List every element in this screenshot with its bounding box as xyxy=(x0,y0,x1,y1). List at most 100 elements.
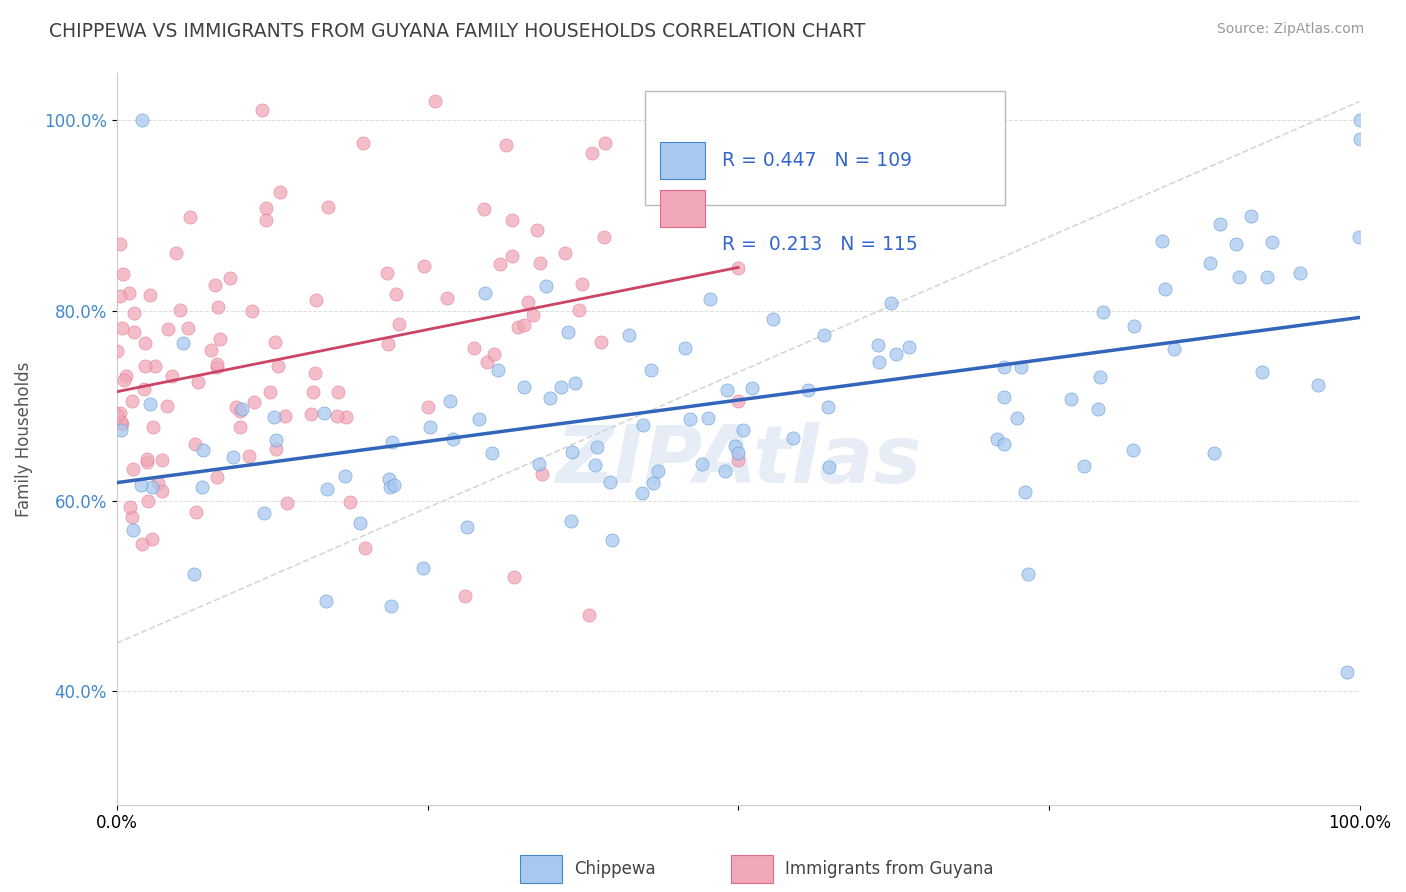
Point xyxy=(111,321,134,335)
Point xyxy=(208,332,231,346)
Point xyxy=(513,318,536,332)
Point xyxy=(678,411,700,425)
Point xyxy=(110,415,132,429)
Point xyxy=(264,442,287,456)
Point xyxy=(530,467,553,481)
Point xyxy=(495,138,517,153)
Bar xyxy=(659,143,704,179)
Point xyxy=(529,457,551,471)
Point xyxy=(134,359,156,374)
Point xyxy=(240,303,263,318)
Point xyxy=(741,381,763,395)
Point xyxy=(335,410,357,425)
Point xyxy=(647,464,669,478)
Point xyxy=(200,343,222,358)
Point xyxy=(254,213,277,227)
Point xyxy=(1208,217,1230,231)
Point xyxy=(326,409,349,424)
Point xyxy=(141,532,163,546)
Point xyxy=(165,246,187,260)
Point xyxy=(456,520,478,534)
Text: Chippewa: Chippewa xyxy=(574,860,655,878)
Point xyxy=(463,341,485,355)
Point xyxy=(631,417,654,432)
Point xyxy=(557,325,579,339)
Point xyxy=(1010,359,1032,374)
Point xyxy=(508,319,530,334)
Point xyxy=(501,213,523,227)
Point xyxy=(183,566,205,581)
Point xyxy=(204,278,226,293)
Point xyxy=(762,312,785,326)
Point xyxy=(263,335,285,350)
Point xyxy=(276,496,298,510)
Point xyxy=(254,201,277,215)
Point xyxy=(600,533,623,548)
Point xyxy=(724,438,747,452)
Point xyxy=(439,394,461,409)
Point xyxy=(143,359,166,373)
Point xyxy=(522,308,544,322)
Point xyxy=(150,453,173,467)
Point xyxy=(486,363,509,377)
Point xyxy=(252,507,274,521)
Point xyxy=(489,257,512,271)
Point xyxy=(274,409,297,424)
Point xyxy=(111,267,134,281)
Point xyxy=(381,434,404,449)
Point xyxy=(205,469,228,483)
Point xyxy=(526,223,548,237)
Point xyxy=(733,423,755,437)
Point xyxy=(352,136,374,151)
Point xyxy=(131,537,153,551)
Point xyxy=(817,459,839,474)
Point xyxy=(571,277,593,292)
Point xyxy=(640,363,662,377)
Point xyxy=(1348,132,1371,146)
Point xyxy=(314,406,336,420)
Point xyxy=(377,336,399,351)
Point xyxy=(269,186,291,200)
Point xyxy=(1017,567,1039,582)
Point xyxy=(554,246,576,260)
Point xyxy=(1348,113,1371,128)
Point xyxy=(1088,370,1111,384)
Point xyxy=(252,103,274,117)
Point xyxy=(157,322,180,336)
Point xyxy=(375,266,398,280)
Point xyxy=(1256,269,1278,284)
Point xyxy=(385,286,408,301)
Point xyxy=(696,410,718,425)
Point xyxy=(160,368,183,383)
Point xyxy=(564,376,586,390)
Point xyxy=(817,400,839,414)
Point xyxy=(482,347,505,361)
Point xyxy=(823,176,845,190)
Point xyxy=(1087,401,1109,416)
Point xyxy=(1154,282,1177,296)
Point xyxy=(219,270,242,285)
Point xyxy=(1152,234,1174,248)
Point xyxy=(205,358,228,372)
Point xyxy=(121,510,143,524)
Point xyxy=(136,455,159,469)
Point xyxy=(550,380,572,394)
Point xyxy=(412,560,434,574)
Point xyxy=(529,256,551,270)
Point xyxy=(136,452,159,467)
Point xyxy=(132,382,155,396)
Point xyxy=(474,286,496,301)
Point xyxy=(727,260,749,275)
Point xyxy=(225,401,247,415)
Bar xyxy=(659,190,704,227)
Point xyxy=(267,359,290,373)
Point xyxy=(1347,229,1369,244)
Text: R = 0.447   N = 109: R = 0.447 N = 109 xyxy=(723,152,912,170)
Point xyxy=(441,433,464,447)
Point xyxy=(467,411,489,425)
Point xyxy=(388,317,411,331)
Point xyxy=(378,480,401,494)
Point xyxy=(423,95,446,109)
Point xyxy=(1227,270,1250,285)
Point xyxy=(142,420,165,434)
